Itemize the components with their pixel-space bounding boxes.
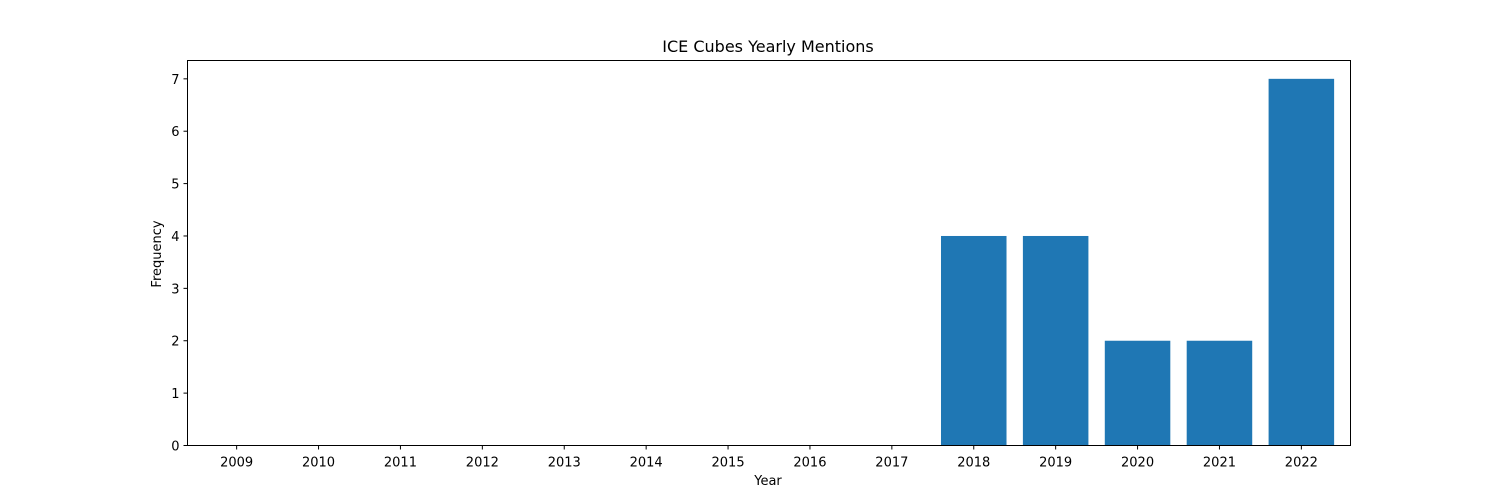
- y-tick-label: 6: [171, 125, 179, 140]
- x-tick-label: 2016: [793, 456, 826, 471]
- y-tick-label: 7: [171, 73, 179, 88]
- x-tick-label: 2013: [548, 456, 581, 471]
- x-tick-label: 2021: [1203, 456, 1236, 471]
- x-tick-label: 2011: [384, 456, 417, 471]
- bar-2022: [1268, 78, 1335, 446]
- y-axis-label: Frequency: [150, 220, 165, 287]
- y-axis-ticks: 0 1 2 3 4 5 6 7: [171, 73, 188, 455]
- x-tick-label: 2015: [712, 456, 745, 471]
- bar-2018: [940, 235, 1007, 446]
- x-tick-label: 2010: [302, 456, 335, 471]
- y-tick-label: 1: [171, 387, 179, 402]
- y-tick-label: 0: [171, 440, 179, 455]
- bar-2021: [1186, 340, 1253, 446]
- x-tick-label: 2022: [1285, 456, 1318, 471]
- x-tick-label: 2020: [1121, 456, 1154, 471]
- x-tick-label: 2017: [875, 456, 908, 471]
- x-tick-label: 2009: [220, 456, 253, 471]
- y-tick-label: 2: [171, 335, 179, 350]
- x-axis-label: Year: [753, 474, 782, 489]
- y-tick-label: 3: [171, 282, 179, 297]
- x-tick-label: 2018: [957, 456, 990, 471]
- axes-frame: [187, 60, 1351, 446]
- x-tick-label: 2014: [630, 456, 663, 471]
- bars-group: [940, 78, 1335, 446]
- y-tick-label: 4: [171, 230, 179, 245]
- chart-title: ICE Cubes Yearly Mentions: [662, 37, 873, 56]
- x-axis-ticks: 2009 2010 2011 2012 2013 2014 2015 2016 2017 2018…: [220, 445, 1318, 471]
- bar-2020: [1104, 340, 1171, 446]
- bar-2019: [1022, 235, 1089, 446]
- y-tick-label: 5: [171, 178, 179, 193]
- x-tick-label: 2019: [1039, 456, 1072, 471]
- x-tick-label: 2012: [466, 456, 499, 471]
